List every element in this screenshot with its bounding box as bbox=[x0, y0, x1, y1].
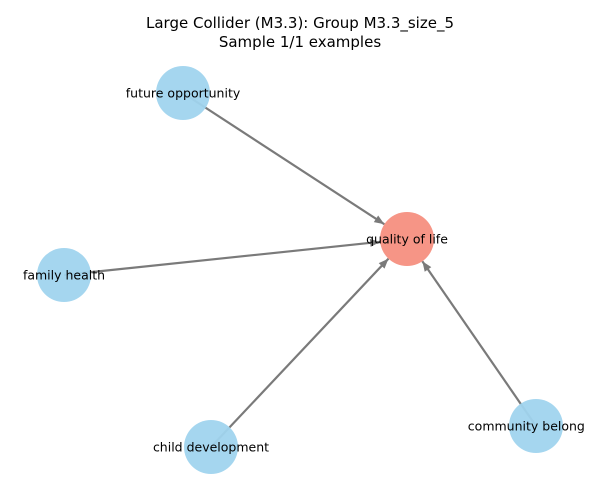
arrowhead-child bbox=[378, 258, 389, 269]
node-circle-future bbox=[156, 66, 210, 120]
edges-layer bbox=[63, 92, 537, 448]
node-label-quality: quality of life bbox=[366, 232, 448, 247]
arrowhead-future bbox=[373, 215, 385, 225]
node-circle-child bbox=[184, 420, 238, 474]
node-label-future: future opportunity bbox=[126, 86, 241, 101]
edge-future-to-quality bbox=[182, 92, 385, 226]
arrowhead-health bbox=[369, 238, 381, 247]
edge-community-to-quality bbox=[421, 260, 537, 427]
node-label-health: family health bbox=[23, 268, 105, 283]
edge-health-to-quality bbox=[63, 240, 381, 277]
node-quality: quality of life bbox=[366, 212, 448, 266]
diagram-title: Large Collider (M3.3): Group M3.3_size_5… bbox=[0, 14, 600, 52]
title-line-1: Large Collider (M3.3): Group M3.3_size_5 bbox=[146, 14, 454, 32]
nodes-layer: future opportunity family health child dev… bbox=[23, 66, 600, 474]
edge-child-to-quality bbox=[210, 257, 390, 448]
arrowhead-community bbox=[422, 261, 432, 272]
title-line-2: Sample 1/1 examples bbox=[218, 33, 382, 51]
node-circle-quality bbox=[380, 212, 434, 266]
node-future: future opportunity bbox=[126, 66, 241, 120]
node-label-child: child development bbox=[153, 440, 269, 455]
node-community: community belonging bbox=[468, 399, 600, 453]
node-health: family health bbox=[23, 248, 105, 302]
node-label-community: community belonging bbox=[468, 419, 600, 434]
node-circle-community bbox=[509, 399, 563, 453]
node-child: child development bbox=[153, 420, 269, 474]
node-circle-health bbox=[37, 248, 91, 302]
